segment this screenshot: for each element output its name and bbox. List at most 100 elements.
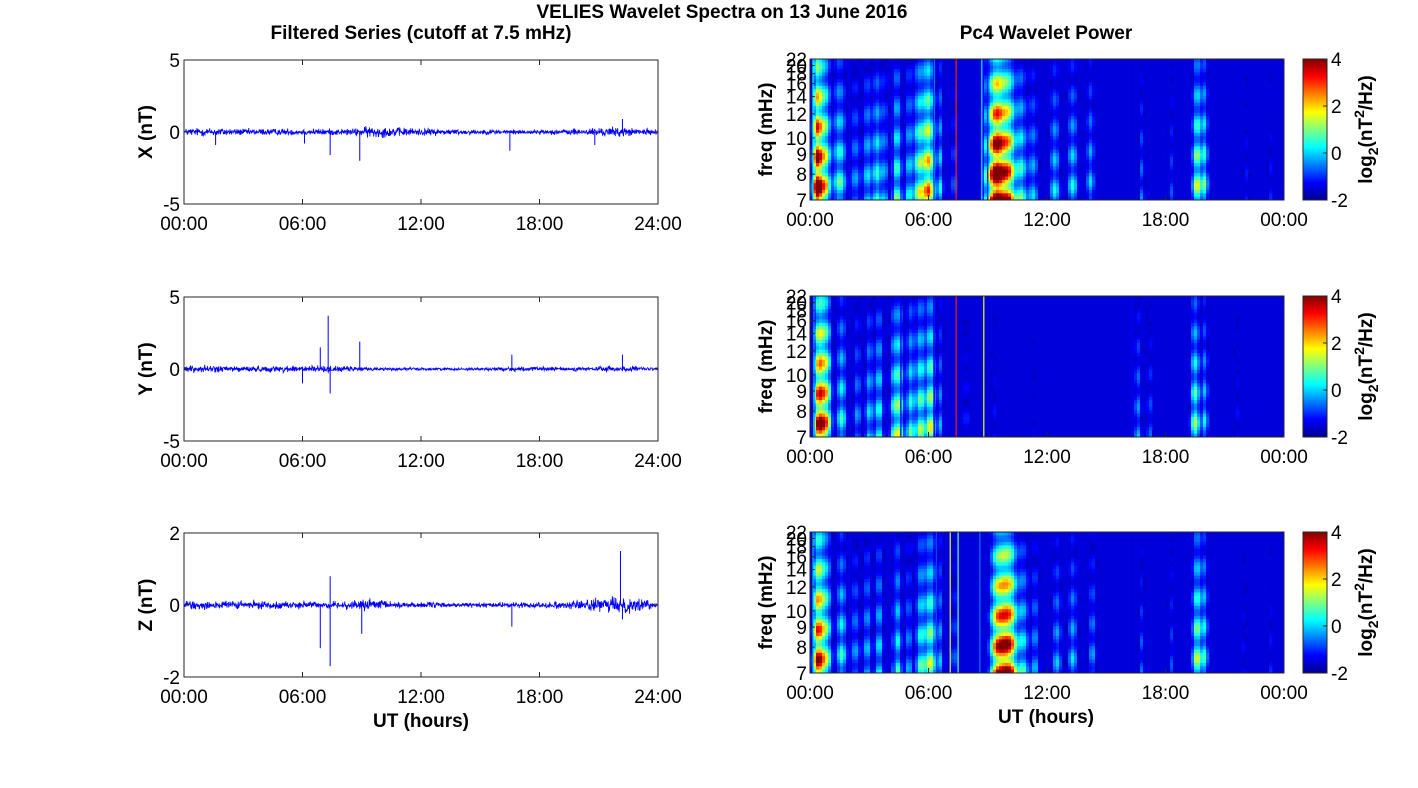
heatmap-cell (1011, 69, 1015, 73)
heatmap-cell (1203, 69, 1207, 73)
heatmap-cell (882, 95, 886, 100)
x-tick-label: 18:00 (516, 451, 564, 472)
heatmap-cell (999, 169, 1003, 174)
heatmap-cell (876, 420, 880, 424)
heatmap-cell (1203, 176, 1207, 181)
heatmap-cell (939, 109, 943, 114)
heatmap-cell (942, 193, 946, 198)
heatmap-cell (1035, 146, 1039, 151)
heatmap-cell (987, 159, 991, 164)
heatmap-cell (1023, 102, 1027, 107)
heatmap-cell (1089, 82, 1093, 87)
heatmap-cell (993, 99, 997, 104)
heatmap-cell (924, 156, 928, 161)
heatmap-cell (1092, 132, 1096, 137)
heatmap-cell (867, 386, 871, 391)
heatmap-cell (1032, 89, 1036, 93)
heatmap-cell (1020, 119, 1024, 124)
heatmap-cell (837, 423, 841, 428)
heatmap-cell (828, 159, 832, 164)
heatmap-cell (852, 126, 856, 130)
heatmap-cell (1197, 146, 1201, 151)
heatmap-cell (891, 359, 895, 364)
heatmap-cell (816, 65, 820, 70)
heatmap-cell (1008, 89, 1012, 93)
heatmap-cell (1065, 189, 1069, 194)
heatmap-cell (1005, 153, 1009, 157)
heatmap-cell (1077, 193, 1081, 198)
heatmap-cell (1194, 112, 1198, 117)
heatmap-cell (867, 169, 871, 174)
heatmap-cell (987, 99, 991, 104)
heatmap-cell (927, 122, 931, 127)
heatmap-cell (1050, 122, 1054, 127)
heatmap-cell (885, 89, 889, 93)
heatmap-cell (828, 312, 832, 317)
heatmap-cell (888, 339, 892, 344)
heatmap-cell (816, 426, 820, 431)
heatmap-cell (876, 302, 880, 307)
heatmap-cell (912, 112, 916, 117)
heatmap-cell (846, 356, 850, 361)
heatmap-cell (879, 106, 883, 110)
heatmap-cell (1068, 136, 1072, 140)
heatmap-cell (864, 369, 868, 374)
heatmap-cell (816, 85, 820, 90)
heatmap-cell (1035, 89, 1039, 93)
heatmap-cell (897, 65, 901, 70)
heatmap-cell (1017, 196, 1021, 201)
heatmap-cell (1092, 95, 1096, 100)
heatmap-cell (1197, 99, 1201, 104)
heatmap-cell (984, 132, 988, 137)
heatmap-cell (915, 65, 919, 70)
heatmap-cell (1071, 142, 1075, 147)
heatmap-cell (1194, 156, 1198, 161)
heatmap-cell (1191, 156, 1195, 161)
heatmap-cell (1026, 126, 1030, 130)
heatmap-cell (870, 386, 874, 391)
heatmap-cell (876, 329, 880, 334)
heatmap-cell (918, 186, 922, 191)
heatmap-cell (873, 326, 877, 330)
heatmap-cell (1032, 75, 1036, 80)
heatmap-cell (855, 99, 859, 104)
heatmap-cell (1023, 99, 1027, 104)
heatmap-cell (924, 119, 928, 124)
heatmap-cell (1002, 126, 1006, 130)
heatmap-cell (825, 149, 829, 154)
heatmap-cell (822, 416, 826, 421)
heatmap-cell (1014, 59, 1018, 63)
heatmap-cell (909, 326, 913, 330)
heatmap-cell (924, 102, 928, 107)
heatmap-cell (888, 193, 892, 198)
heatmap-cell (1170, 183, 1174, 187)
heatmap-cell (921, 146, 925, 151)
right-xlabel: UT (hours) (998, 707, 1094, 728)
heatmap-cell (894, 75, 898, 80)
heatmap-cell (837, 356, 841, 361)
heatmap-cell (888, 423, 892, 428)
heatmap-cell (816, 106, 820, 110)
heatmap-cell (846, 186, 850, 191)
heatmap-cell (873, 420, 877, 424)
heatmap-cell (867, 99, 871, 104)
heatmap-cell (1140, 79, 1144, 83)
heatmap-cell (1086, 169, 1090, 174)
heatmap-cell (1197, 173, 1201, 177)
heatmap-cell (1092, 176, 1096, 181)
y-axis-label: Z (nT) (136, 579, 157, 632)
heatmap-cell (993, 92, 997, 97)
heatmap-cell (876, 75, 880, 80)
heatmap-cell (1071, 106, 1075, 110)
heatmap-cell (846, 173, 850, 177)
heatmap-cell (1053, 153, 1057, 157)
heatmap-cell (879, 423, 883, 428)
heatmap-cell (876, 416, 880, 421)
heatmap-cell (1017, 159, 1021, 164)
heatmap-cell (1143, 176, 1147, 181)
heatmap-cell (840, 329, 844, 334)
heatmap-cell (1137, 196, 1141, 201)
heatmap-cell (894, 109, 898, 114)
heatmap-cell (837, 69, 841, 73)
heatmap-cell (1014, 99, 1018, 104)
